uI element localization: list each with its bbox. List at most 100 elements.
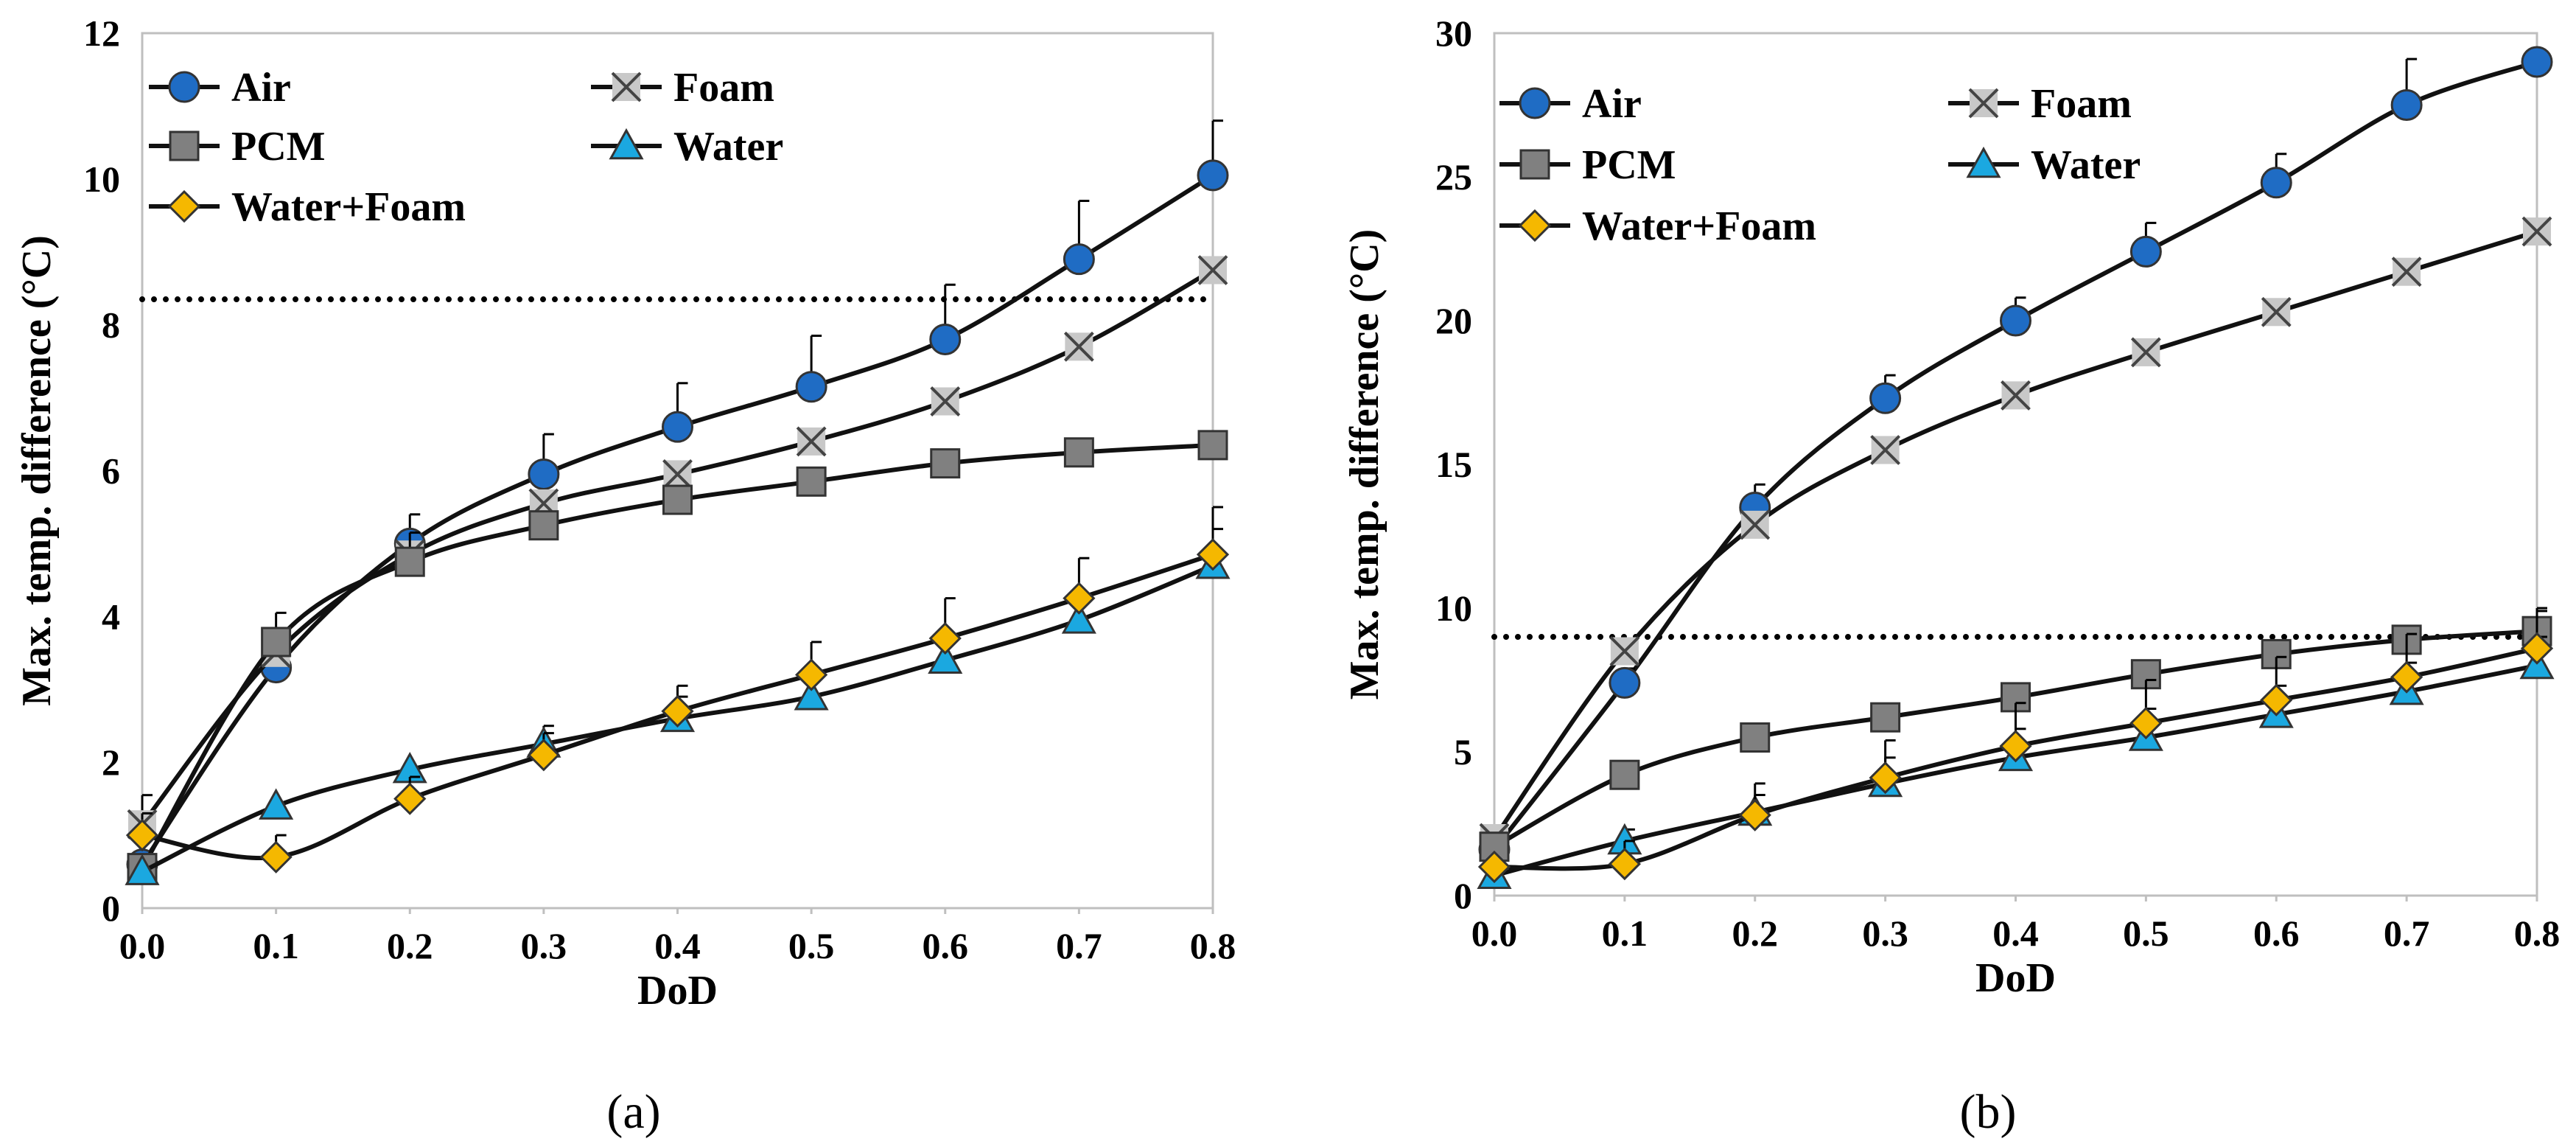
data-point xyxy=(2261,296,2292,327)
x-tick-label: 0.7 xyxy=(2384,913,2430,954)
series-line xyxy=(1492,60,2538,851)
legend-label: Foam xyxy=(2031,81,2132,127)
data-point xyxy=(796,466,827,497)
data-point xyxy=(661,694,694,728)
data-point xyxy=(1061,602,1096,634)
y-tick-label: 0 xyxy=(102,887,120,929)
y-axis-label: Max. temp. difference (°C) xyxy=(14,235,60,706)
data-point xyxy=(2129,235,2162,268)
data-point xyxy=(928,642,963,674)
y-tick-label: 2 xyxy=(102,742,120,783)
data-point xyxy=(794,679,829,711)
y-tick-label: 8 xyxy=(102,304,120,346)
data-point xyxy=(929,323,962,355)
data-point xyxy=(2390,89,2423,121)
data-point xyxy=(1608,847,1641,881)
x-marker-cross xyxy=(1870,435,1901,465)
data-point xyxy=(2001,380,2031,411)
data-point xyxy=(2000,304,2031,337)
data-point xyxy=(1609,636,1640,666)
data-point xyxy=(2260,167,2292,199)
y-tick-label: 6 xyxy=(102,450,120,492)
data-point xyxy=(259,788,294,820)
data-point xyxy=(1870,702,1901,733)
y-tick-label: 30 xyxy=(1435,13,1472,54)
x-marker-cross xyxy=(930,386,961,416)
data-point xyxy=(1740,509,1771,540)
x-marker-cross xyxy=(2391,257,2422,287)
data-point xyxy=(2521,216,2552,247)
data-point xyxy=(1609,666,1641,699)
legend-marker xyxy=(167,189,201,223)
data-point xyxy=(1999,730,2032,763)
data-point xyxy=(662,411,693,443)
data-point xyxy=(930,448,961,479)
legend-label: Water+Foam xyxy=(231,184,466,230)
data-point xyxy=(393,782,427,815)
legend-marker xyxy=(1519,87,1551,119)
y-tick-label: 25 xyxy=(1435,156,1472,198)
data-point xyxy=(928,621,962,655)
series-line xyxy=(1492,229,2538,840)
x-tick-label: 0.4 xyxy=(1992,913,2039,954)
series-water-foam xyxy=(125,506,1230,873)
x-marker-cross xyxy=(2001,380,2031,411)
legend-label: Air xyxy=(1582,81,1642,127)
data-point xyxy=(394,546,425,577)
series-pcm xyxy=(127,430,1228,884)
data-point xyxy=(795,658,828,691)
data-point xyxy=(1063,437,1094,468)
panel-caption: (a) xyxy=(606,1085,660,1139)
legend-label: Foam xyxy=(673,65,774,111)
data-point xyxy=(2129,706,2163,740)
x-tick-label: 0.7 xyxy=(1056,925,1102,966)
chart-panel-b: 0.0 0.1 0.2 0.3 0.4 0.5 0.6 0.7 0.8 0 5 10 15 20 25 30 D… xyxy=(1342,13,2560,1139)
series-foam xyxy=(127,255,1228,840)
series-foam xyxy=(1479,216,2552,854)
x-tick-label: 0.0 xyxy=(119,925,166,966)
legend-marker xyxy=(1518,209,1552,243)
data-point xyxy=(795,371,827,403)
x-marker-cross xyxy=(1197,255,1228,285)
legend-label: Water xyxy=(673,124,783,170)
x-tick-label: 0.6 xyxy=(923,925,969,966)
x-tick-label: 0.2 xyxy=(387,925,433,966)
data-point xyxy=(1869,382,1902,414)
data-point xyxy=(1869,761,1902,795)
y-tick-label: 15 xyxy=(1435,444,1472,485)
legend-label: Water+Foam xyxy=(1582,203,1816,249)
x-tick-label: 0.5 xyxy=(788,925,835,966)
legend-marker xyxy=(168,71,200,103)
y-tick-label: 4 xyxy=(102,596,120,637)
legend-marker xyxy=(1966,146,2001,178)
data-point xyxy=(2390,660,2423,694)
y-tick-label: 10 xyxy=(1435,587,1472,629)
legend-label: PCM xyxy=(1582,142,1676,188)
legend: Air Foam PCM Water Water+Foam xyxy=(1499,81,2141,249)
data-point xyxy=(1197,159,1229,192)
y-tick-label: 10 xyxy=(83,158,120,200)
x-marker-cross xyxy=(796,426,827,457)
x-marker-cross xyxy=(611,72,642,102)
data-point xyxy=(1196,538,1230,571)
x-marker-cross xyxy=(1063,331,1094,362)
data-point xyxy=(1063,331,1094,362)
legend-label: Air xyxy=(231,65,291,111)
legend: Air Foam PCM Water Water+Foam xyxy=(149,65,783,230)
x-tick-label: 0.1 xyxy=(253,925,299,966)
x-tick-label: 0.5 xyxy=(2123,913,2169,954)
data-point xyxy=(1740,722,1771,753)
legend-marker xyxy=(1968,88,1999,119)
x-axis-label: DoD xyxy=(1975,955,2056,1001)
data-point xyxy=(2391,257,2422,287)
x-tick-label: 0.2 xyxy=(1732,913,1779,954)
x-marker-cross xyxy=(2261,296,2292,327)
data-point xyxy=(1197,430,1228,461)
data-point xyxy=(930,386,961,416)
x-marker-cross xyxy=(662,459,693,489)
legend-label: Water xyxy=(2031,142,2141,188)
x-tick-label: 0.6 xyxy=(2253,913,2300,954)
data-point xyxy=(2130,337,2161,368)
data-point xyxy=(125,854,160,885)
legend-label: PCM xyxy=(231,124,326,170)
